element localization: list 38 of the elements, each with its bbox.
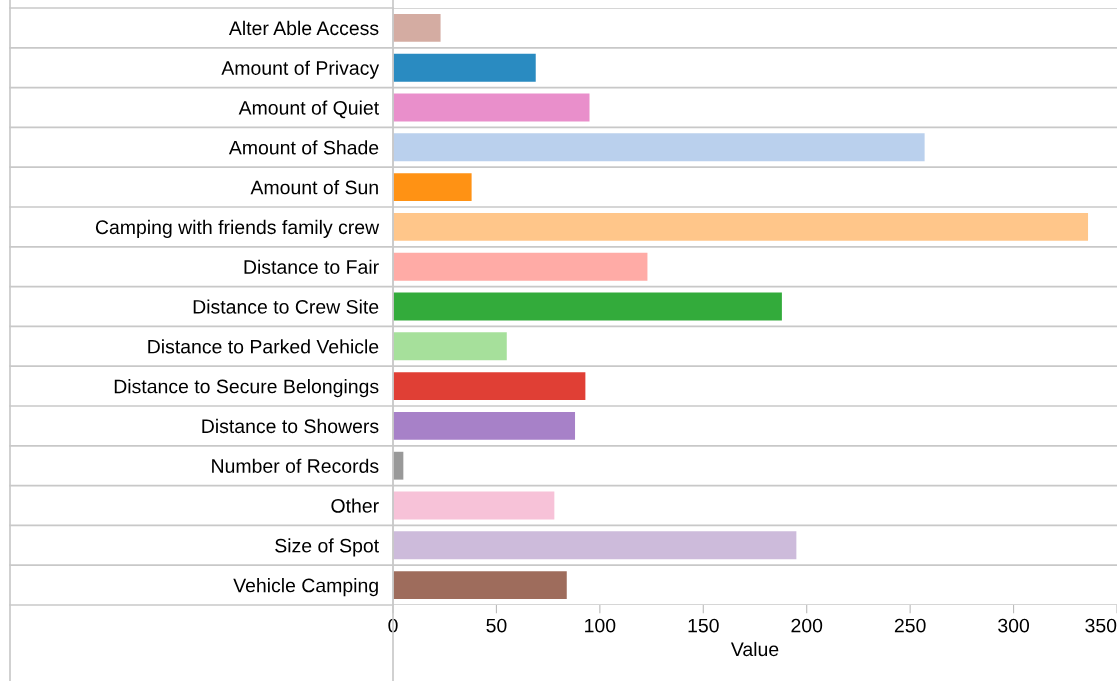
x-tick-label: 100 — [585, 618, 616, 633]
y-tick-label: Amount of Privacy — [221, 60, 380, 79]
y-tick-label: Number of Records — [212, 458, 379, 473]
y-tick-label: Distance to Parked Vehicle — [148, 339, 379, 354]
bar — [393, 372, 586, 401]
bar — [393, 173, 472, 202]
x-tick-label: 150 — [688, 618, 719, 633]
bar — [393, 212, 1089, 241]
x-tick-label: 200 — [791, 618, 823, 633]
y-tick-label: Distance to Showers — [202, 418, 379, 434]
bar — [393, 292, 782, 321]
bar — [393, 53, 536, 82]
y-tick-label: Amount of Shade — [228, 140, 379, 155]
bar — [393, 571, 567, 600]
y-tick-label: Distance to Secure Belongings — [114, 379, 379, 398]
x-tick-label: 250 — [894, 618, 926, 633]
x-tick-label: 0 — [388, 618, 398, 633]
x-axis-title: Value — [730, 641, 779, 657]
x-tick-label: 300 — [998, 618, 1030, 633]
bar — [393, 252, 648, 281]
x-tick-label: 50 — [486, 618, 507, 633]
y-tick-label: Amount of Sun — [250, 180, 378, 195]
bar — [393, 13, 441, 42]
y-tick-label: Alter Able Access — [228, 20, 379, 36]
bar — [393, 531, 797, 560]
bar — [393, 133, 925, 162]
bar — [393, 332, 507, 361]
bar — [393, 411, 576, 440]
y-tick-label: Size of Spot — [275, 538, 379, 557]
x-tick-label: 350 — [1085, 618, 1117, 633]
y-tick-label: Amount of Quiet — [238, 100, 379, 119]
y-tick-label: Camping with friends family crew — [95, 219, 380, 238]
y-tick-label: Vehicle Camping — [233, 578, 378, 597]
bar — [393, 93, 590, 122]
y-tick-label: Distance to Crew Site — [193, 299, 379, 314]
y-tick-label: Other — [331, 498, 379, 513]
bar — [393, 491, 555, 520]
y-tick-label: Distance to Fair — [244, 259, 379, 274]
